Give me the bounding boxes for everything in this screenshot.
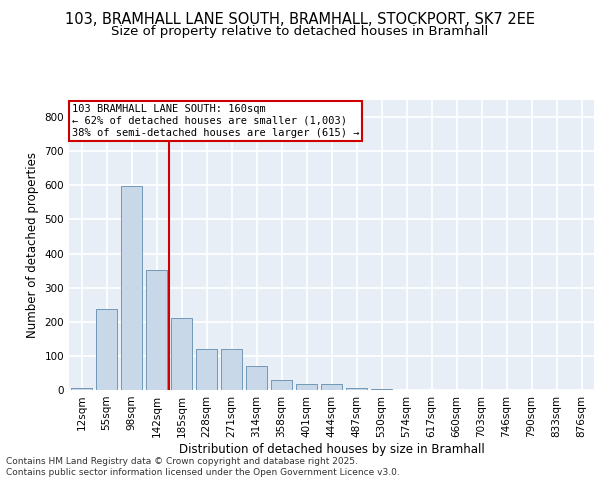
Bar [146,270,167,390]
Bar [321,384,342,390]
Text: Size of property relative to detached houses in Bramhall: Size of property relative to detached ho… [112,25,488,38]
Bar [171,318,192,390]
Bar [296,384,317,390]
Bar [221,349,242,390]
Bar [196,349,217,390]
Bar [371,389,392,390]
Text: 103, BRAMHALL LANE SOUTH, BRAMHALL, STOCKPORT, SK7 2EE: 103, BRAMHALL LANE SOUTH, BRAMHALL, STOC… [65,12,535,28]
Bar [96,309,117,390]
Bar [346,388,367,390]
Bar [71,388,92,390]
Text: Contains HM Land Registry data © Crown copyright and database right 2025.
Contai: Contains HM Land Registry data © Crown c… [6,458,400,477]
Text: 103 BRAMHALL LANE SOUTH: 160sqm
← 62% of detached houses are smaller (1,003)
38%: 103 BRAMHALL LANE SOUTH: 160sqm ← 62% of… [71,104,359,138]
Bar [121,186,142,390]
X-axis label: Distribution of detached houses by size in Bramhall: Distribution of detached houses by size … [179,442,484,456]
Y-axis label: Number of detached properties: Number of detached properties [26,152,39,338]
Bar [246,366,267,390]
Bar [271,380,292,390]
